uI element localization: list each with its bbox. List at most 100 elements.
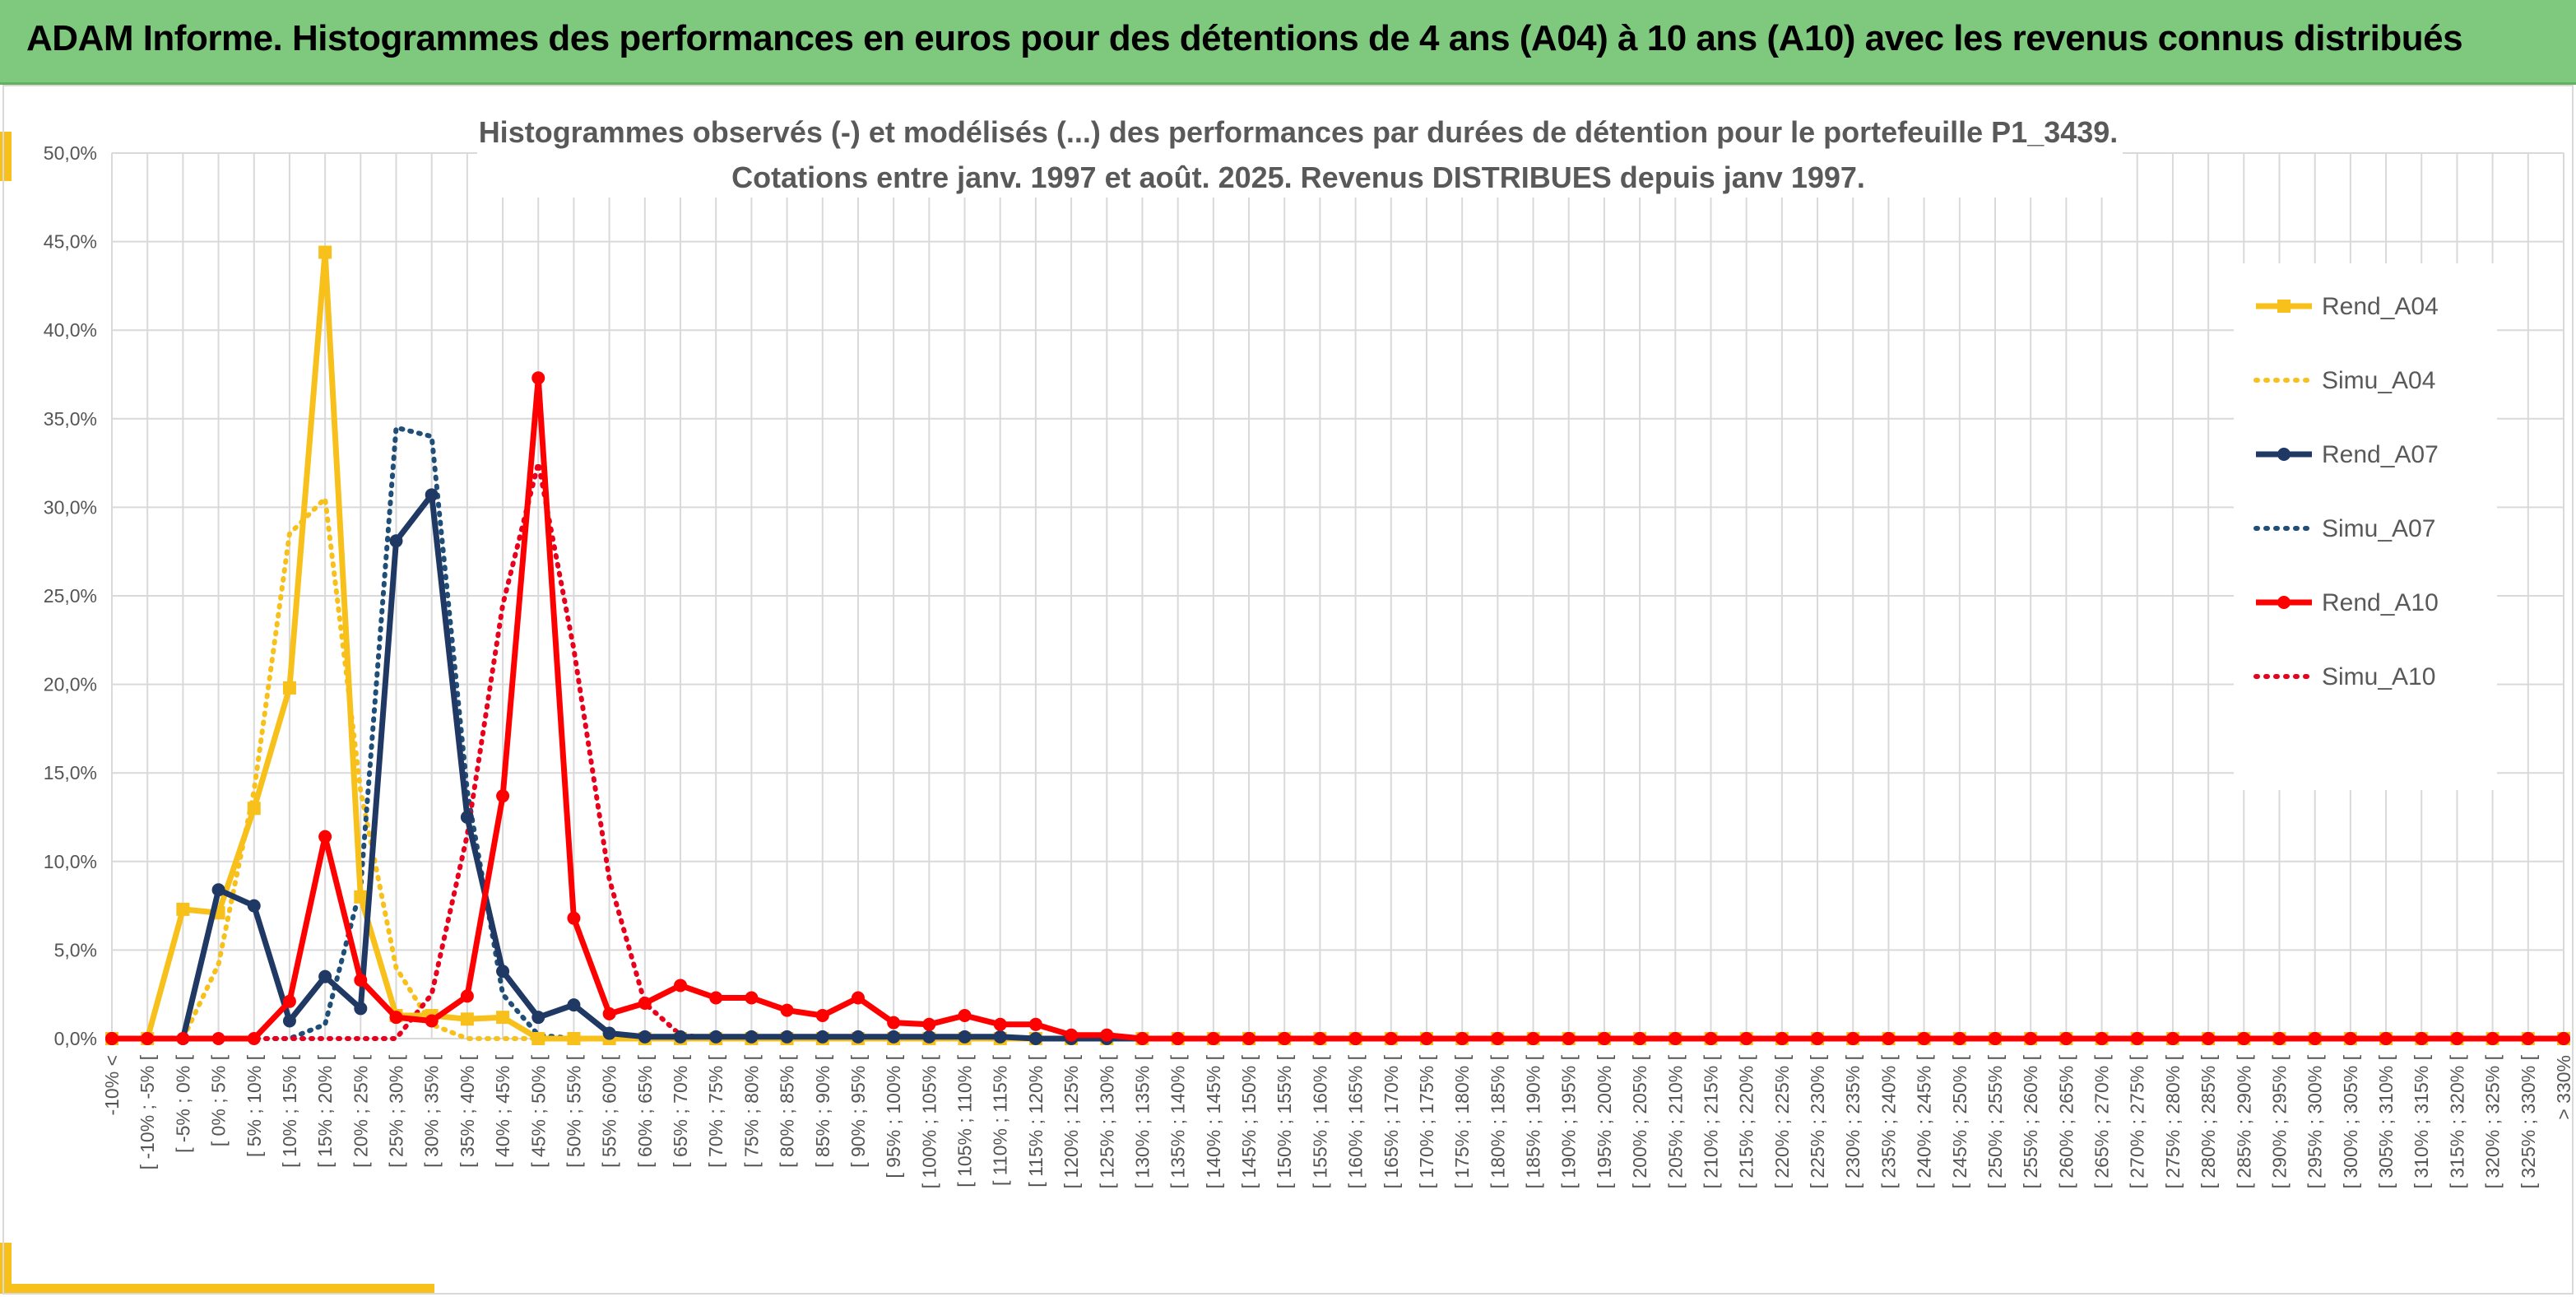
data-point bbox=[531, 1011, 545, 1025]
data-point bbox=[176, 902, 190, 916]
data-point bbox=[1065, 1028, 1079, 1042]
data-point bbox=[2272, 1032, 2286, 1045]
y-tick-label: 30,0% bbox=[44, 496, 97, 518]
data-point bbox=[354, 973, 368, 987]
legend-label: Rend_A04 bbox=[2322, 293, 2439, 320]
x-tick-label: [ 25% ; 30% [ bbox=[386, 1054, 407, 1167]
data-point bbox=[1100, 1028, 1114, 1042]
data-point bbox=[815, 1009, 829, 1023]
data-point bbox=[887, 1030, 901, 1044]
data-point bbox=[638, 996, 652, 1010]
legend-label: Rend_A07 bbox=[2322, 441, 2439, 468]
series-Simu_A10 bbox=[109, 460, 2566, 1041]
data-point bbox=[460, 1012, 474, 1026]
data-point bbox=[2202, 1032, 2216, 1045]
data-point bbox=[815, 1030, 829, 1044]
data-point bbox=[425, 488, 439, 502]
data-point bbox=[1348, 1032, 1362, 1045]
data-point bbox=[318, 245, 332, 259]
data-point bbox=[460, 989, 474, 1003]
x-tick-label: [ 310% ; 315% [ bbox=[2411, 1054, 2432, 1188]
x-tick-label: [ 110% ; 115% [ bbox=[990, 1054, 1011, 1186]
histogram-chart: 0,0% 5,0% 10,0% 15,0% 20,0% 25,0% 30,0% 35,0% 40… bbox=[2, 85, 2574, 1295]
data-point bbox=[1028, 1032, 1042, 1045]
data-point bbox=[2237, 1032, 2251, 1045]
y-tick-label: 10,0% bbox=[44, 851, 97, 872]
data-point bbox=[602, 1006, 616, 1020]
data-point bbox=[389, 1011, 403, 1025]
data-point bbox=[2521, 1032, 2535, 1045]
y-tick-label: 35,0% bbox=[44, 408, 97, 430]
x-tick-label: [ 165% ; 170% [ bbox=[1381, 1054, 1402, 1188]
x-tick-label: [ 90% ; 95% [ bbox=[847, 1054, 869, 1167]
data-point bbox=[1171, 1032, 1185, 1045]
x-tick-label: [ 50% ; 55% [ bbox=[563, 1054, 584, 1167]
data-point bbox=[1882, 1032, 1896, 1045]
report-banner: ADAM Informe. Histogrammes des performan… bbox=[0, 0, 2576, 85]
x-tick-label: [ 140% ; 145% [ bbox=[1203, 1054, 1224, 1188]
data-point bbox=[2557, 1032, 2570, 1045]
data-point bbox=[2379, 1032, 2393, 1045]
x-tick-label: [ 40% ; 45% [ bbox=[492, 1054, 513, 1167]
x-tick-label: [ 105% ; 110% [ bbox=[954, 1054, 976, 1187]
x-tick-label: [ 275% ; 280% [ bbox=[2162, 1054, 2184, 1188]
series-Rend_A10 bbox=[105, 371, 2570, 1045]
data-point bbox=[567, 998, 581, 1012]
data-point bbox=[105, 1032, 118, 1045]
data-point bbox=[1633, 1032, 1647, 1045]
x-tick-label: [ 195% ; 200% [ bbox=[1594, 1054, 1615, 1188]
report-title: ADAM Informe. Histogrammes des performan… bbox=[26, 18, 2463, 58]
data-point bbox=[709, 1030, 723, 1044]
data-point bbox=[247, 802, 261, 816]
x-tick-label: [ 320% ; 325% [ bbox=[2482, 1054, 2504, 1188]
x-tick-label: [ 170% ; 175% [ bbox=[1416, 1054, 1437, 1188]
data-point bbox=[922, 1030, 936, 1044]
x-tick-label: [ 210% ; 215% [ bbox=[1700, 1054, 1721, 1188]
x-tick-label: [ 30% ; 35% [ bbox=[421, 1054, 443, 1167]
data-point bbox=[496, 1011, 510, 1025]
y-axis-ticks: 0,0% 5,0% 10,0% 15,0% 20,0% 25,0% 30,0% 35,0% 40… bbox=[44, 142, 97, 1049]
legend-marker bbox=[2277, 596, 2291, 609]
data-point bbox=[496, 789, 510, 803]
data-point bbox=[1455, 1032, 1469, 1045]
data-point bbox=[1988, 1032, 2002, 1045]
series-line bbox=[112, 374, 2564, 1042]
x-tick-label: [ 175% ; 180% [ bbox=[1451, 1054, 1473, 1188]
data-point bbox=[354, 1002, 368, 1016]
data-point bbox=[1491, 1032, 1505, 1045]
data-point bbox=[567, 1032, 581, 1045]
data-point bbox=[567, 911, 581, 925]
data-point bbox=[425, 1014, 439, 1028]
data-point bbox=[1562, 1032, 1576, 1045]
chart-border bbox=[2, 85, 2574, 1295]
legend-item-Rend_A04: Rend_A04 bbox=[2256, 293, 2439, 320]
data-point bbox=[282, 1014, 296, 1028]
x-tick-label: [ 35% ; 40% [ bbox=[457, 1054, 478, 1167]
data-point bbox=[1669, 1032, 1683, 1045]
x-tick-label: [ 315% ; 320% [ bbox=[2446, 1054, 2467, 1188]
data-point bbox=[2308, 1032, 2322, 1045]
legend-marker bbox=[2277, 448, 2291, 461]
data-point bbox=[1597, 1032, 1611, 1045]
data-point bbox=[1384, 1032, 1398, 1045]
series-Rend_A04 bbox=[105, 245, 2570, 1045]
data-point bbox=[602, 1026, 616, 1040]
data-point bbox=[247, 899, 261, 913]
x-tick-label: [ 245% ; 250% [ bbox=[1949, 1054, 1970, 1188]
x-tick-label: [ 80% ; 85% [ bbox=[777, 1054, 798, 1167]
series-Simu_A07 bbox=[109, 425, 2566, 1041]
data-point bbox=[993, 1017, 1007, 1031]
chart-title-background bbox=[477, 107, 2123, 198]
data-point bbox=[1242, 1032, 1256, 1045]
data-point bbox=[851, 1030, 865, 1044]
legend-label: Rend_A10 bbox=[2322, 589, 2439, 616]
chart-title-line-2: Cotations entre janv. 1997 et août. 2025… bbox=[731, 160, 1865, 194]
x-tick-label: [ 15% ; 20% [ bbox=[314, 1054, 336, 1167]
legend-item-Rend_A07: Rend_A07 bbox=[2256, 441, 2439, 468]
x-tick-label: [ 85% ; 90% [ bbox=[812, 1054, 833, 1167]
data-point bbox=[1846, 1032, 1860, 1045]
x-tick-label: [ 45% ; 50% [ bbox=[527, 1054, 549, 1167]
x-tick-label: -10% < bbox=[101, 1055, 123, 1116]
x-tick-label: [ 100% ; 105% [ bbox=[918, 1054, 940, 1188]
x-tick-label: [ 180% ; 185% [ bbox=[1487, 1054, 1508, 1188]
